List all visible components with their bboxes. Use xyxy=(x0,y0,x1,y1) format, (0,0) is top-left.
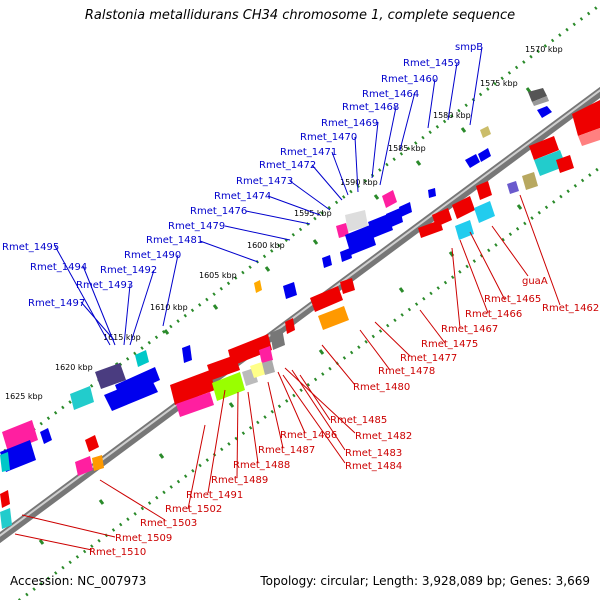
gene-label-upper[interactable]: Rmet_1476 xyxy=(190,206,247,217)
gene-label-upper[interactable]: Rmet_1474 xyxy=(214,191,271,202)
gene-label-lower[interactable]: Rmet_1482 xyxy=(355,431,412,442)
tick-label: 1595 kbp xyxy=(294,209,332,218)
gene-label-lower[interactable]: Rmet_1467 xyxy=(441,324,498,335)
tick-label: 1585 kbp xyxy=(388,144,426,153)
tick-label: 1625 kbp xyxy=(5,392,43,401)
gene-label-upper[interactable]: Rmet_1469 xyxy=(321,118,378,129)
tick-label: 1605 kbp xyxy=(199,271,237,280)
tick-rail-lower xyxy=(17,165,600,600)
tick-label: 1610 kbp xyxy=(150,303,188,312)
gene-label-upper[interactable]: Rmet_1495 xyxy=(2,242,59,253)
tick-label: 1615 kbp xyxy=(103,333,141,342)
gene-label-upper[interactable]: Rmet_1490 xyxy=(124,250,181,261)
gene-label-lower[interactable]: Rmet_1483 xyxy=(345,448,402,459)
gene-label-lower[interactable]: Rmet_1480 xyxy=(353,382,410,393)
gene-label-lower[interactable]: Rmet_1488 xyxy=(233,460,290,471)
reverse-genes xyxy=(0,100,600,529)
gene-label-upper[interactable]: smpB xyxy=(455,42,483,53)
tick-label: 1620 kbp xyxy=(55,363,93,372)
gene-label-upper[interactable]: Rmet_1464 xyxy=(362,89,419,100)
gene-label-lower[interactable]: Rmet_1487 xyxy=(258,445,315,456)
gene-label-lower[interactable]: Rmet_1477 xyxy=(400,353,457,364)
gene-label-lower[interactable]: Rmet_1489 xyxy=(211,475,268,486)
gene-label-lower[interactable]: Rmet_1462 xyxy=(542,303,599,314)
forward-genes xyxy=(0,88,552,472)
gene-label-upper[interactable]: Rmet_1493 xyxy=(76,280,133,291)
tick-label: 1600 kbp xyxy=(247,241,285,250)
gene-label-lower[interactable]: Rmet_1509 xyxy=(115,533,172,544)
tick-label: 1575 kbp xyxy=(480,79,518,88)
leaders-upper xyxy=(54,46,483,346)
map-title: Ralstonia metallidurans CH34 chromosome … xyxy=(84,8,516,23)
genome-backbone xyxy=(0,86,600,544)
gene-label-lower[interactable]: Rmet_1484 xyxy=(345,461,402,472)
tick-rail-upper xyxy=(0,3,600,457)
gene-label-upper[interactable]: Rmet_1479 xyxy=(168,221,225,232)
gene-label-upper[interactable]: Rmet_1497 xyxy=(28,298,85,309)
accession-text: Accession: NC_007973 xyxy=(10,574,147,588)
gene-label-lower[interactable]: Rmet_1503 xyxy=(140,518,197,529)
gene-label-lower[interactable]: Rmet_1478 xyxy=(378,366,435,377)
gene-label-lower[interactable]: Rmet_1475 xyxy=(421,339,478,350)
tick-label: 1590 kbp xyxy=(340,178,378,187)
tick-label: 1570 kbp xyxy=(525,45,563,54)
gene-label-lower[interactable]: guaA xyxy=(522,276,548,287)
gene-label-upper[interactable]: Rmet_1494 xyxy=(30,262,87,273)
leaders-lower xyxy=(14,194,561,551)
tick-label: 1580 kbp xyxy=(433,111,471,120)
gene-label-upper[interactable]: Rmet_1473 xyxy=(236,176,293,187)
gene-label-lower[interactable]: Rmet_1485 xyxy=(330,415,387,426)
gene-label-lower[interactable]: Rmet_1502 xyxy=(165,504,222,515)
gene-label-lower[interactable]: Rmet_1510 xyxy=(89,547,146,558)
gene-label-upper[interactable]: Rmet_1460 xyxy=(381,74,438,85)
gene-label-lower[interactable]: Rmet_1491 xyxy=(186,490,243,501)
gene-label-upper[interactable]: Rmet_1459 xyxy=(403,58,460,69)
gene-label-upper[interactable]: Rmet_1481 xyxy=(146,235,203,246)
topology-text: Topology: circular; Length: 3,928,089 bp… xyxy=(260,574,590,588)
gene-label-upper[interactable]: Rmet_1471 xyxy=(280,147,337,158)
gene-label-lower[interactable]: Rmet_1466 xyxy=(465,309,522,320)
gene-label-upper[interactable]: Rmet_1472 xyxy=(259,160,316,171)
gene-label-lower[interactable]: Rmet_1486 xyxy=(280,430,337,441)
gene-label-upper[interactable]: Rmet_1492 xyxy=(100,265,157,276)
gene-label-upper[interactable]: Rmet_1468 xyxy=(342,102,399,113)
gene-label-upper[interactable]: Rmet_1470 xyxy=(300,132,357,143)
gene-label-lower[interactable]: Rmet_1465 xyxy=(484,294,541,305)
